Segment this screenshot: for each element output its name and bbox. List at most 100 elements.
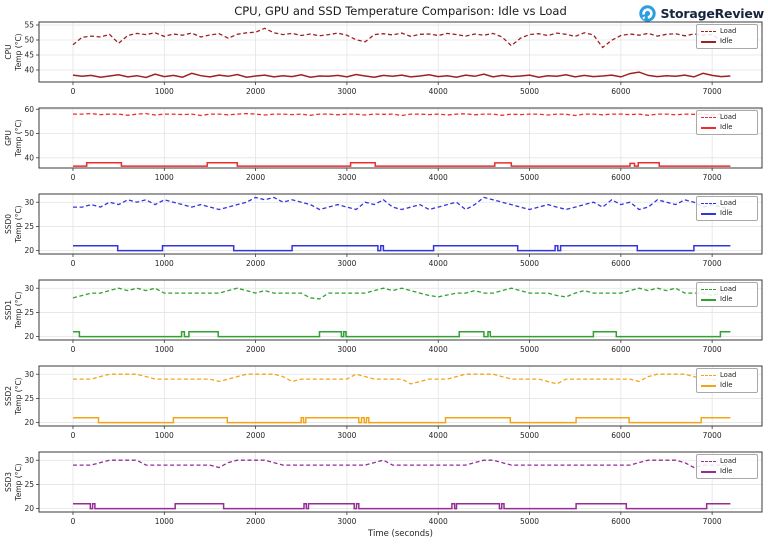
y-tick-label: 25	[24, 308, 34, 317]
axes-frame	[38, 451, 763, 513]
x-tick-label: 0	[71, 345, 76, 354]
y-tick-label: 25	[24, 394, 34, 403]
legend-label: Idle	[720, 467, 733, 475]
x-tick-label: 1000	[155, 517, 174, 526]
x-tick-label: 7000	[703, 345, 722, 354]
y-axis-label-line1: SSD1	[4, 300, 13, 320]
x-tick-label: 2000	[246, 259, 265, 268]
storagereview-wordmark: StorageReview	[660, 6, 764, 21]
x-tick-label: 3000	[337, 431, 356, 440]
y-axis-label-line1: SSD3	[4, 472, 13, 492]
y-tick-label: 20	[24, 504, 34, 513]
x-tick-label: 2000	[246, 345, 265, 354]
x-tick-label: 6000	[611, 87, 630, 96]
y-tick-label: 60	[24, 105, 34, 114]
x-tick-label: 7000	[703, 259, 722, 268]
x-tick-label: 3000	[337, 259, 356, 268]
y-tick-label: 30	[24, 284, 34, 293]
x-tick-label: 0	[71, 431, 76, 440]
legend-label: Load	[720, 371, 737, 379]
x-tick-label: 6000	[611, 173, 630, 182]
y-tick-label: 40	[24, 66, 34, 75]
legend-line-sample	[701, 40, 716, 43]
legend-entry-load: Load	[701, 199, 754, 208]
x-tick-label: 7000	[703, 431, 722, 440]
x-tick-label: 1000	[155, 259, 174, 268]
y-tick-label: 20	[24, 418, 34, 427]
x-tick-label: 6000	[611, 345, 630, 354]
legend-entry-idle: Idle	[701, 37, 754, 46]
y-axis-label-line2: Temp (°C)	[14, 463, 23, 501]
y-tick-label: 55	[24, 21, 34, 30]
x-tick-label: 6000	[611, 517, 630, 526]
subplot-ssd2: 20 25 30 0 1000 2000 3000 4000 5000 6000 7000 SSD2 T…	[4, 365, 763, 440]
x-tick-label: 4000	[429, 173, 448, 182]
legend-label: Idle	[720, 381, 733, 389]
y-tick-label: 50	[24, 36, 34, 45]
y-axis-label-line1: SSD0	[4, 214, 13, 234]
gpu-load-line	[73, 112, 731, 117]
x-tick-label: 5000	[520, 259, 539, 268]
legend-line-sample	[701, 298, 716, 301]
axes-frame	[38, 21, 763, 83]
axes-frame	[38, 193, 763, 255]
ssd0-load-line	[73, 196, 731, 211]
x-tick-label: 1000	[155, 431, 174, 440]
legend-label: Load	[720, 285, 737, 293]
legend-entry-idle: Idle	[701, 381, 754, 390]
legend-label: Idle	[720, 295, 733, 303]
legend-line-sample	[701, 31, 716, 32]
ssd1-load-line	[72, 287, 731, 300]
legend-entry-load: Load	[701, 457, 754, 466]
ssd3-load-line	[73, 459, 731, 469]
y-axis-label-line1: SSD2	[4, 386, 13, 406]
storagereview-logo: StorageReview	[639, 5, 764, 22]
y-axis-label-line1: CPU	[4, 44, 13, 59]
subplot-gpu: 40 50 60 0 1000 2000 3000 4000 5000 6000 7000 GPU Te…	[4, 105, 763, 182]
y-tick-label: 40	[24, 153, 34, 162]
ssd3-legend: Load Idle	[696, 454, 758, 479]
legend-label: Load	[720, 27, 737, 35]
x-axis-label: Time (seconds)	[368, 529, 433, 539]
legend-entry-idle: Idle	[701, 295, 754, 304]
legend-line-sample	[701, 212, 716, 215]
x-tick-label: 5000	[520, 517, 539, 526]
y-tick-label: 30	[24, 370, 34, 379]
x-tick-label: 4000	[429, 87, 448, 96]
ssd0-idle-line	[73, 245, 731, 252]
y-tick-label: 45	[24, 51, 34, 60]
y-tick-label: 25	[24, 480, 34, 489]
legend-label: Load	[720, 113, 737, 121]
y-axis-label-line2: Temp (°C)	[14, 33, 23, 71]
legend-label: Idle	[720, 37, 733, 45]
y-tick-label: 30	[24, 456, 34, 465]
legend-line-sample	[701, 126, 716, 129]
y-axis-label-line2: Temp (°C)	[14, 291, 23, 329]
legend-line-sample	[701, 117, 716, 118]
gpu-legend: Load Idle	[696, 110, 758, 135]
gpu-idle-line	[73, 161, 731, 167]
chart-title: CPU, GPU and SSD Temperature Comparison:…	[234, 4, 567, 18]
axes-frame	[38, 279, 763, 341]
x-tick-label: 1000	[155, 87, 174, 96]
cpu-idle-line	[72, 71, 731, 79]
legend-entry-idle: Idle	[701, 467, 754, 476]
y-tick-label: 20	[24, 332, 34, 341]
y-axis-label-line2: Temp (°C)	[14, 119, 23, 157]
legend-label: Idle	[720, 123, 733, 131]
legend-line-sample	[701, 289, 716, 290]
y-axis-label-line1: GPU	[4, 130, 13, 146]
ssd1-legend: Load Idle	[696, 282, 758, 307]
legend-line-sample	[701, 384, 716, 387]
cpu-load-line	[72, 27, 731, 49]
cpu-legend: Load Idle	[696, 24, 758, 49]
x-tick-label: 3000	[337, 173, 356, 182]
x-tick-label: 1000	[155, 345, 174, 354]
subplot-ssd0: 20 25 30 0 1000 2000 3000 4000 5000 6000 7000 SSD0 T…	[4, 193, 763, 268]
x-tick-label: 3000	[337, 87, 356, 96]
x-tick-label: 0	[71, 173, 76, 182]
x-tick-label: 4000	[429, 345, 448, 354]
legend-line-sample	[701, 375, 716, 376]
